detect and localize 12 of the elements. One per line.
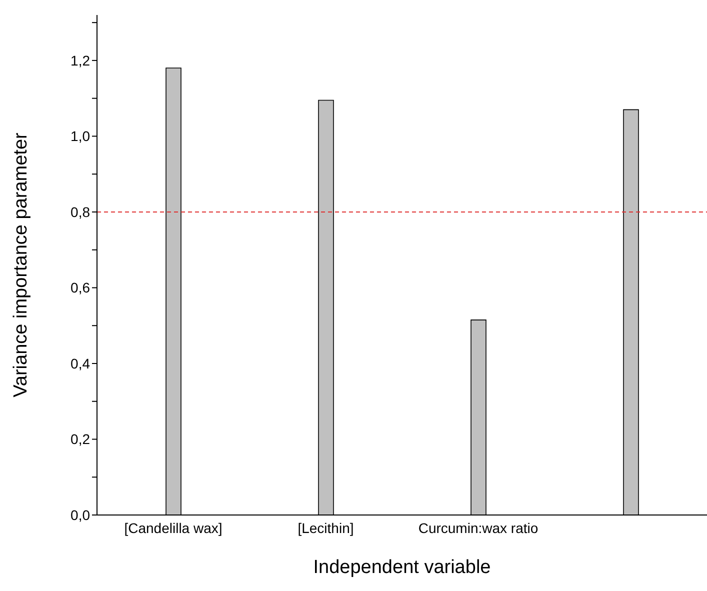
y-tick-label: 0,6: [70, 280, 90, 296]
y-tick-label: 0,8: [70, 204, 90, 220]
y-tick-label: 1,0: [70, 128, 90, 144]
y-tick-label: 1,2: [70, 52, 90, 68]
x-tick-label: Curcumin:wax ratio: [418, 520, 538, 536]
x-tick-label: [Lecithin]: [298, 520, 354, 536]
y-tick-label: 0,4: [70, 355, 90, 372]
x-tick-label: [Candelilla wax]: [124, 520, 222, 536]
y-axis-title: Variance importance parameter: [10, 132, 32, 398]
y-tick-label: 0,0: [70, 506, 90, 523]
y-tick-label: 0,2: [70, 431, 90, 448]
x-axis-title: Independent variable: [313, 557, 491, 578]
